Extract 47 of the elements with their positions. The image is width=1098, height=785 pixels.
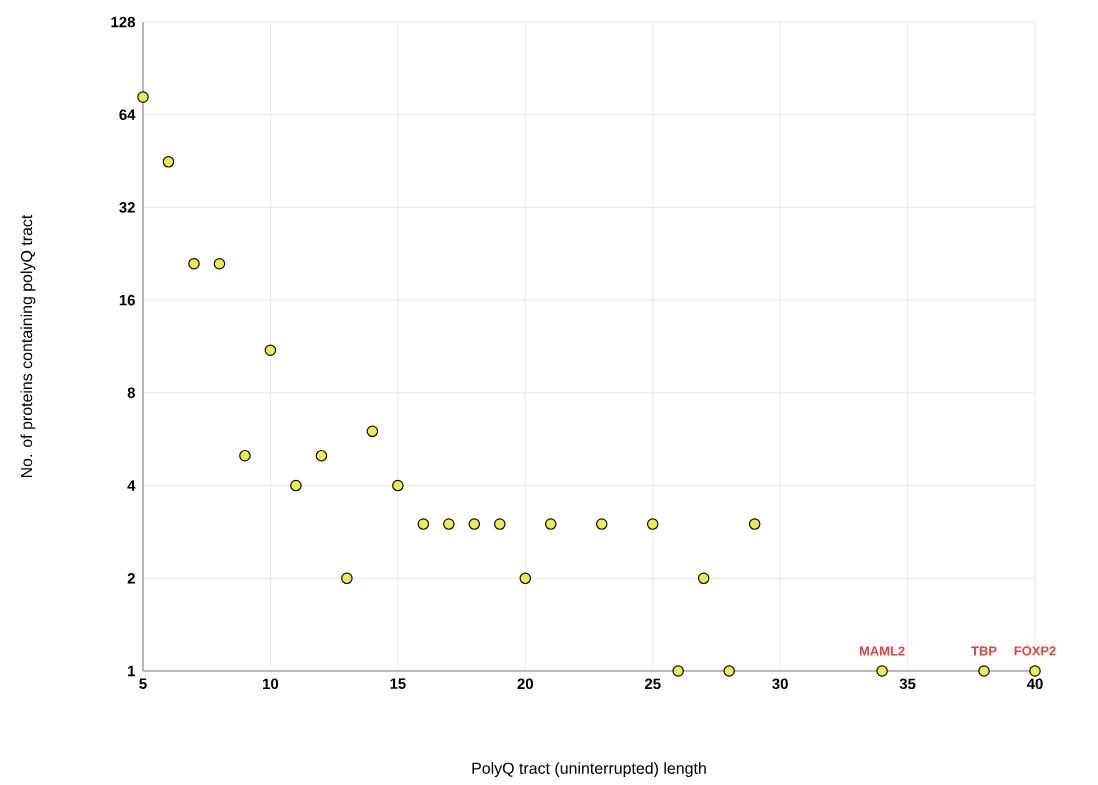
x-tick-label: 35 xyxy=(899,678,916,690)
y-tick-label: 1 xyxy=(128,665,136,677)
y-axis-title: No. of proteins containing polyQ tract xyxy=(20,214,36,478)
x-axis-title: PolyQ tract (uninterrupted) length xyxy=(472,762,706,778)
point xyxy=(188,257,200,270)
y-tick-label: 4 xyxy=(127,480,136,491)
annotation: TBP xyxy=(971,646,997,656)
point xyxy=(978,665,990,677)
point xyxy=(417,518,430,530)
point xyxy=(697,572,710,585)
point xyxy=(264,344,277,357)
point xyxy=(443,518,455,530)
point xyxy=(315,449,328,462)
y-tick-label: 64 xyxy=(119,109,136,120)
y-tick-label: 2 xyxy=(127,573,135,584)
y-tick-label: 128 xyxy=(111,16,136,28)
y-tick-label: 16 xyxy=(119,294,135,306)
x-tick-label: 20 xyxy=(517,678,533,690)
point xyxy=(213,257,226,270)
point xyxy=(544,518,557,530)
annotation: FOXP2 xyxy=(1014,646,1056,656)
point xyxy=(519,572,532,585)
y-tick-label: 32 xyxy=(119,202,135,213)
x-tick-label: 10 xyxy=(263,678,279,690)
point xyxy=(646,518,659,530)
point xyxy=(595,518,608,530)
annotation: MAML2 xyxy=(859,646,905,656)
point xyxy=(1029,665,1041,677)
point xyxy=(672,665,685,677)
x-tick-label: 40 xyxy=(1026,678,1043,690)
point xyxy=(366,425,379,438)
point xyxy=(392,479,404,492)
point xyxy=(723,665,735,677)
y-tick-label: 8 xyxy=(127,387,136,399)
point xyxy=(494,518,506,530)
point xyxy=(239,449,251,462)
point xyxy=(748,518,761,530)
point xyxy=(468,518,481,530)
x-tick-label: 30 xyxy=(772,678,788,690)
x-tick-label: 5 xyxy=(139,678,147,689)
x-tick-label: 15 xyxy=(390,678,406,689)
point xyxy=(876,665,888,677)
x-tick-label: 25 xyxy=(644,678,661,690)
point xyxy=(341,572,353,585)
point xyxy=(290,479,302,492)
point xyxy=(162,156,175,168)
point xyxy=(137,91,149,103)
